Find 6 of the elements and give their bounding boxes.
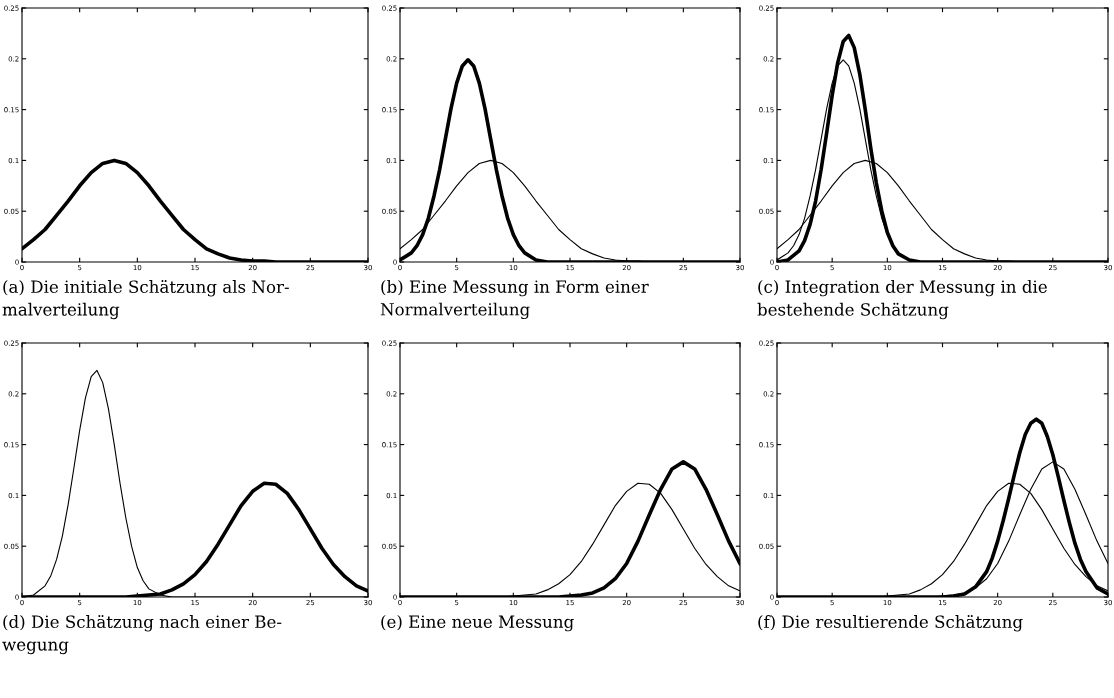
text: (d) Die Schätzung nach einer Be- wegung	[2, 615, 282, 655]
text: (c) Integration der Messung in die bestehende Schätzung	[757, 280, 1047, 320]
text: (a) Die initiale Schätzung als Nor- malverteilung	[2, 280, 289, 320]
text: (b) Eine Messung in Form einer Normalverteilung	[380, 280, 649, 320]
text: (f) Die resultierende Schätzung	[758, 615, 1023, 632]
text: (e) Eine neue Messung	[381, 615, 574, 632]
